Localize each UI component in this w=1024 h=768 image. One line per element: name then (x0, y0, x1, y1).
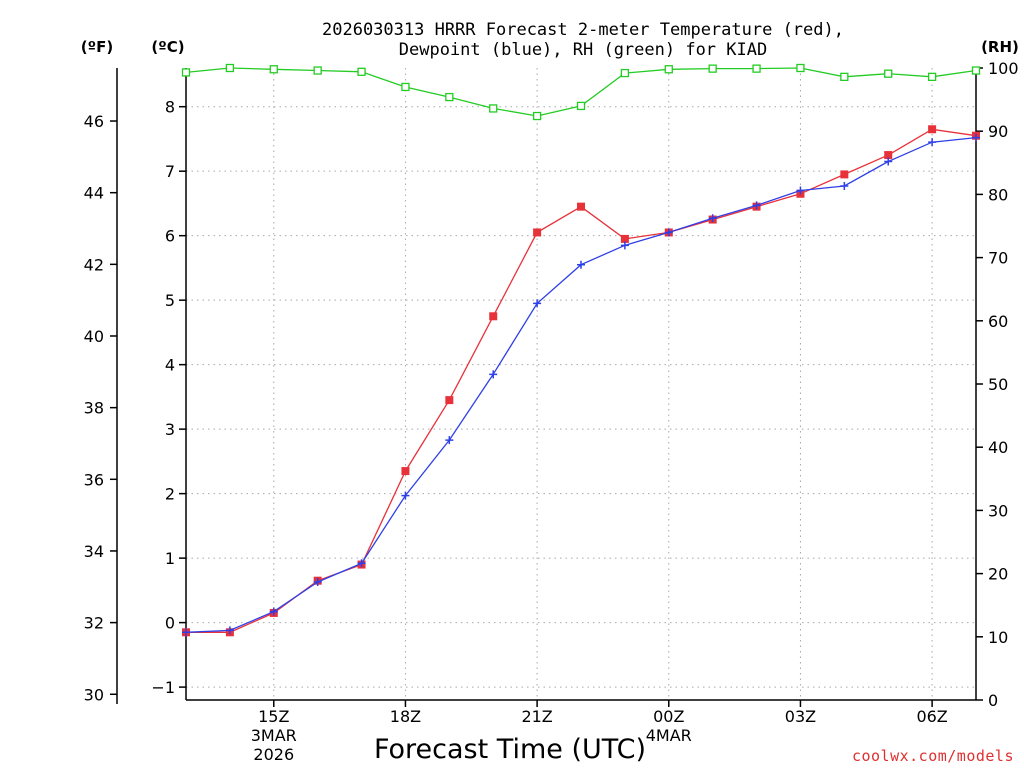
fahrenheit-tick-label: 30 (84, 685, 104, 704)
rh-tick-label: 50 (988, 375, 1008, 394)
x-tick-label: 15Z (258, 707, 289, 726)
dewpoint-point (357, 559, 366, 568)
rh-point (708, 64, 717, 73)
watermark: coolwx.com/models (852, 747, 1014, 765)
x-tick-label: 00Z (653, 707, 684, 726)
celsius-tick-label: 2 (165, 485, 175, 504)
celsius-tick-label: 1 (165, 549, 175, 568)
rh-point (313, 66, 322, 75)
x-tick-date: 4MAR (646, 726, 692, 745)
fahrenheit-tick-label: 40 (84, 327, 104, 346)
dewpoint-point (620, 241, 629, 250)
celsius-tick-label: 5 (165, 291, 175, 310)
x-tick-label: 18Z (390, 707, 421, 726)
rh-point (752, 64, 761, 73)
dewpoint-point (840, 182, 849, 191)
chart-title-line2: Dewpoint (blue), RH (green) for KIAD (399, 40, 767, 60)
dewpoint-point (269, 607, 278, 616)
celsius-tick-label: 4 (165, 356, 175, 375)
fahrenheit-tick-label: 46 (84, 112, 104, 131)
fahrenheit-tick-label: 44 (84, 184, 104, 203)
celsius-tick-label: 6 (165, 227, 175, 246)
fahrenheit-tick-label: 34 (84, 542, 104, 561)
rh-point (357, 67, 366, 76)
rh-tick-label: 90 (988, 122, 1008, 141)
rh-tick-label: 30 (988, 501, 1008, 520)
rh-tick-label: 70 (988, 249, 1008, 268)
fahrenheit-tick-label: 38 (84, 399, 104, 418)
rh-tick-label: 10 (988, 628, 1008, 647)
fahrenheit-unit-label: (ºF) (81, 38, 113, 56)
dewpoint-point (225, 626, 234, 635)
gridlines (186, 68, 976, 700)
x-axis-label: Forecast Time (UTC) (374, 734, 646, 765)
temperature-point (401, 467, 410, 476)
chart-title-line1: 2026030313 HRRR Forecast 2-meter Tempera… (322, 20, 844, 40)
dewpoint-point (884, 157, 893, 166)
rh-unit-label: (RH) (981, 38, 1019, 56)
dewpoint-point (928, 138, 937, 147)
rh-point (620, 68, 630, 78)
temperature-point (533, 228, 542, 237)
celsius-unit-label: (ºC) (151, 38, 184, 56)
rh-point (225, 63, 235, 73)
dewpoint-point (708, 214, 717, 223)
rh-point (269, 65, 278, 74)
rh-point (401, 82, 410, 92)
rh-point (445, 92, 454, 102)
temperature-point (620, 234, 629, 243)
rh-point (664, 65, 673, 74)
x-tick-year: 2026 (253, 745, 294, 764)
axes: −101234567830323436384042444601020304050… (84, 59, 1019, 764)
dewpoint-point (796, 186, 805, 195)
series-layer (181, 63, 981, 637)
fahrenheit-tick-label: 32 (84, 614, 104, 633)
dewpoint-point (533, 299, 542, 308)
rh-tick-label: 60 (988, 312, 1008, 331)
rh-point (181, 68, 191, 77)
temperature-point (577, 202, 585, 211)
temperature-point (445, 396, 454, 405)
dewpoint-point (577, 260, 585, 269)
dewpoint-point (752, 201, 761, 210)
rh-tick-label: 100 (988, 59, 1019, 78)
dewpoint-point (972, 133, 980, 142)
rh-point (576, 101, 586, 111)
rh-tick-label: 80 (988, 185, 1008, 204)
rh-point (796, 63, 805, 73)
x-tick-date: 3MAR (251, 726, 297, 745)
rh-point (884, 69, 893, 78)
temperature-point (489, 312, 498, 321)
temperature-point (884, 151, 893, 160)
celsius-tick-label: 3 (165, 420, 175, 439)
dewpoint-point (489, 370, 498, 379)
x-tick-label: 21Z (521, 707, 552, 726)
x-tick-label: 03Z (785, 707, 816, 726)
temperature-point (928, 125, 937, 134)
dewpoint-point (401, 491, 410, 500)
celsius-tick-label: 8 (165, 98, 175, 117)
rh-tick-label: 0 (988, 691, 998, 710)
fahrenheit-tick-label: 42 (84, 255, 104, 274)
celsius-tick-label: −1 (151, 678, 175, 697)
rh-tick-label: 20 (988, 565, 1008, 584)
rh-point (971, 66, 981, 75)
fahrenheit-tick-label: 36 (84, 470, 104, 489)
temperature-point (840, 170, 849, 179)
rh-point (840, 72, 849, 81)
dewpoint-point (313, 577, 322, 586)
x-tick-label: 06Z (916, 707, 947, 726)
rh-tick-label: 40 (988, 438, 1008, 457)
rh-point (927, 72, 937, 81)
rh-point (489, 104, 498, 113)
dewpoint-point (664, 228, 673, 237)
dewpoint-point (182, 628, 190, 637)
rh-point (532, 111, 542, 121)
dewpoint-point (445, 436, 454, 445)
celsius-tick-label: 0 (165, 614, 175, 633)
celsius-tick-label: 7 (165, 162, 175, 181)
